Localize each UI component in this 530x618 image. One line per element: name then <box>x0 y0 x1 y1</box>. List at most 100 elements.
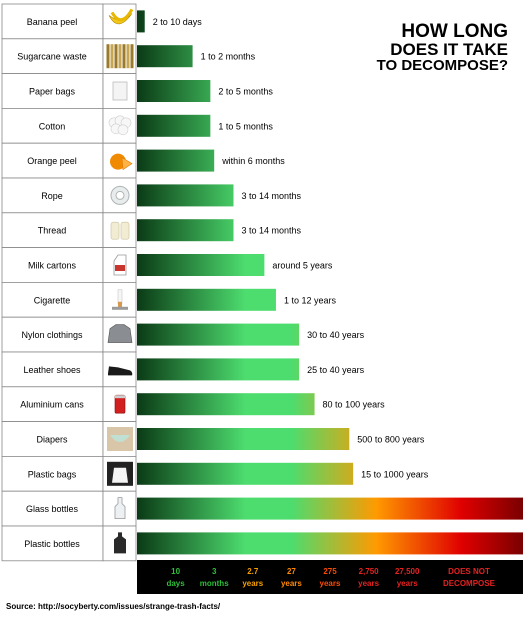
sugarcane-icon <box>106 44 134 69</box>
title-line-2: DOES IT TAKE <box>390 40 508 59</box>
jacket-icon <box>107 324 133 343</box>
chart-row: Plastic bags 15 to 1000 years <box>1 455 429 492</box>
category-label: Cotton <box>39 121 66 131</box>
decomposition-bar <box>137 80 211 102</box>
bar-value-label: 15 to 1000 years <box>361 469 429 479</box>
can-icon <box>114 394 126 414</box>
chart-row: Diapers 500 to 800 years <box>1 421 425 457</box>
cotton-icon <box>108 115 132 136</box>
decomposition-bar <box>137 10 145 33</box>
scale-tick-unit: days <box>166 579 185 588</box>
scale-tick-unit: years <box>320 579 341 588</box>
icon-cell <box>102 108 137 144</box>
icon-cell <box>102 212 137 249</box>
decomposition-bar <box>137 149 215 172</box>
chart-row: Milk cartons around 5 years <box>1 247 333 283</box>
decomposition-bar <box>137 428 350 450</box>
chart-row: Cigarette 1 to 12 years <box>1 281 336 318</box>
chart-row: Sugarcane waste 1 to 2 months <box>1 38 256 74</box>
bar-value-label: 3 to 14 months <box>242 191 302 201</box>
decomposition-bar <box>137 393 315 416</box>
cigarette-icon <box>112 289 128 310</box>
chart-row: Orange peel within 6 months <box>1 142 285 179</box>
decomposition-bar <box>137 358 300 381</box>
category-label: Diapers <box>36 435 68 445</box>
chart-row: Plastic bottles <box>1 525 523 562</box>
category-cell <box>1 3 104 40</box>
chart-row: Cotton 1 to 5 months <box>1 108 273 144</box>
paper-bag-icon <box>112 81 128 101</box>
category-label: Glass bottles <box>26 504 79 514</box>
title-line-1: HOW LONG <box>401 21 508 42</box>
bar-value-label: around 5 years <box>272 261 333 271</box>
chart-row: Banana peel 2 to 10 days <box>1 3 203 40</box>
time-scale-strip <box>137 560 523 594</box>
category-cell <box>1 108 104 144</box>
bar-value-label: 1 to 2 months <box>201 52 256 62</box>
decomposition-bar <box>137 184 234 207</box>
decomposition-bar <box>137 532 523 555</box>
category-cell <box>1 316 104 353</box>
bar-value-label: 500 to 800 years <box>357 435 425 445</box>
scale-tick-label: 275 years <box>320 567 341 588</box>
chart-row: Aluminium cans 80 to 100 years <box>1 386 386 422</box>
scale-tick-unit: years <box>281 579 302 588</box>
category-label: Leather shoes <box>23 365 81 375</box>
scale-tick-label: DOES NOT DECOMPOSE <box>443 567 496 588</box>
scale-tick-label: 10 days <box>166 567 185 588</box>
scale-tick-unit: DECOMPOSE <box>443 579 496 588</box>
chart-row: Paper bags 2 to 5 months <box>1 73 273 109</box>
scale-tick-label: 2,750 years <box>358 567 379 588</box>
category-label: Rope <box>41 191 63 201</box>
bar-value-label: 1 to 5 months <box>218 121 273 131</box>
scale-tick-value: 2,750 <box>359 567 380 576</box>
category-label: Orange peel <box>27 156 77 166</box>
bar-value-label: 2 to 5 months <box>218 87 273 97</box>
chart-title: HOW LONG DOES IT TAKE TO DECOMPOSE? <box>377 22 508 73</box>
category-cell <box>1 212 104 249</box>
scale-tick-label: 27 years <box>281 567 302 588</box>
chart-row: Nylon clothings 30 to 40 years <box>1 316 365 353</box>
chart-row: Thread 3 to 14 months <box>1 212 302 249</box>
bar-value-label: 80 to 100 years <box>323 400 386 410</box>
bar-value-label: 25 to 40 years <box>307 365 365 375</box>
category-label: Nylon clothings <box>21 330 83 340</box>
category-cell <box>1 386 104 422</box>
category-label: Sugarcane waste <box>17 52 87 62</box>
chart-row: Rope 3 to 14 months <box>1 177 302 214</box>
chart-row: Glass bottles <box>1 490 523 527</box>
scale-tick-value: 3 <box>212 567 217 576</box>
category-label: Cigarette <box>34 295 71 305</box>
rope-icon <box>110 185 130 205</box>
decomposition-bar <box>137 497 523 520</box>
decomposition-bar <box>137 288 276 311</box>
source-note: Source: http://socyberty.com/issues/stra… <box>6 602 221 611</box>
category-label: Paper bags <box>29 87 76 97</box>
category-label: Milk cartons <box>28 261 77 271</box>
shoe-icon <box>108 366 133 376</box>
milk-carton-icon <box>113 254 127 276</box>
scale-tick-label: 2.7 years <box>242 567 263 588</box>
scale-tick-unit: years <box>242 579 263 588</box>
decomposition-bar <box>137 45 193 68</box>
category-cell <box>1 421 104 457</box>
decomposition-bar <box>137 219 234 242</box>
bar-value-label: within 6 months <box>221 156 285 166</box>
chart-row: Leather shoes 25 to 40 years <box>1 351 365 388</box>
category-label: Banana peel <box>27 17 78 27</box>
category-label: Thread <box>38 226 67 236</box>
bar-value-label: 30 to 40 years <box>307 330 365 340</box>
scale-tick-unit: months <box>200 579 229 588</box>
bar-value-label: 2 to 10 days <box>153 17 203 27</box>
scale-tick-label: 3 months <box>200 567 229 588</box>
plastic-bag-icon <box>107 461 133 486</box>
scale-tick-value: 27,500 <box>395 567 420 576</box>
scale-tick-value: 27 <box>287 567 296 576</box>
decomposition-bar <box>137 114 211 137</box>
category-label: Plastic bags <box>28 469 77 479</box>
glass-bottle-icon <box>114 497 126 519</box>
category-cell <box>1 351 104 388</box>
decomposition-bar <box>137 323 300 346</box>
title-line-3: TO DECOMPOSE? <box>376 57 508 74</box>
